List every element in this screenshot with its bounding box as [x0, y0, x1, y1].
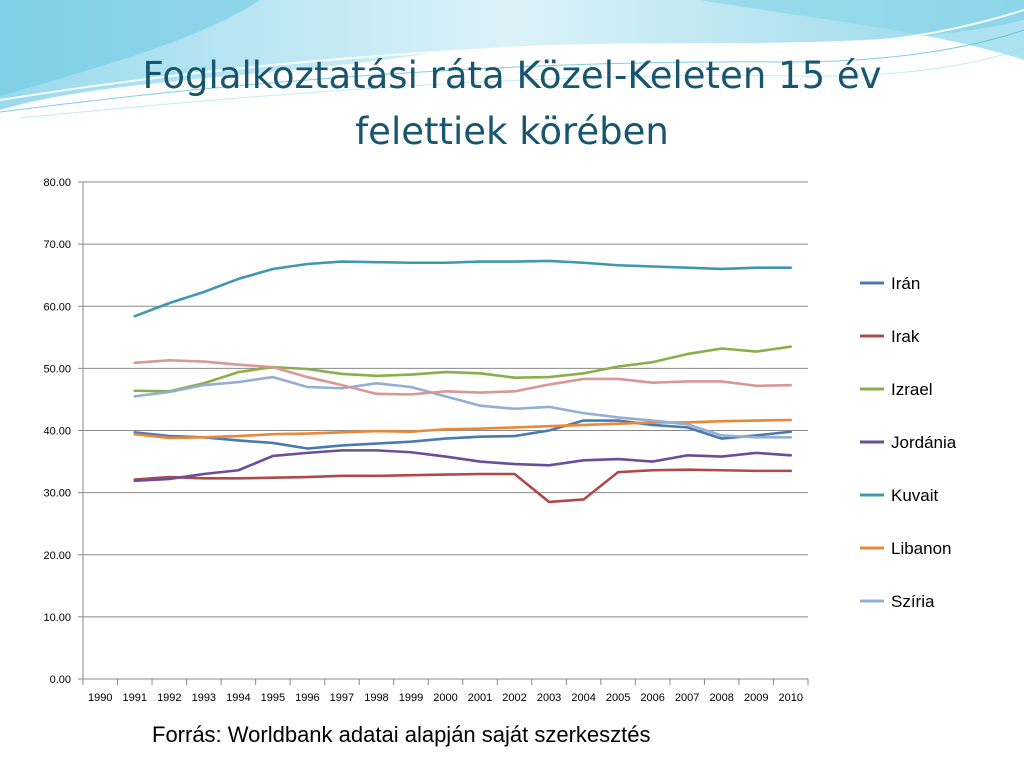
- slide-title-line-1: Foglalkoztatási ráta Közel-Keleten 15 év: [142, 54, 882, 97]
- x-tick-label: 1995: [261, 692, 285, 704]
- y-tick-label: 50.00: [43, 363, 71, 375]
- x-tick-label: 1997: [330, 692, 354, 704]
- x-axis-ticks: 1990 1991 1992 1993 1994 1995 1996 1997 1998 1999…: [82, 679, 809, 704]
- legend-label: Irak: [891, 327, 920, 346]
- x-tick-label: 2006: [640, 692, 664, 704]
- x-tick-label: 1994: [226, 692, 250, 704]
- y-tick-label: 20.00: [43, 550, 71, 562]
- y-tick-label: 30.00: [43, 488, 71, 500]
- source-note: Forrás: Worldbank adatai alapján saját s…: [152, 722, 651, 747]
- series-line-7: [133, 375, 793, 439]
- x-tick-label: 1999: [399, 692, 423, 704]
- x-tick-label: 1992: [157, 692, 181, 704]
- decorative-header-swoosh: [0, 0, 1024, 119]
- gridlines: [83, 181, 808, 618]
- y-tick-label: 80.00: [43, 177, 71, 189]
- x-tick-label: 2002: [502, 692, 526, 704]
- x-tick-label: 1993: [192, 692, 216, 704]
- x-tick-label: 2007: [675, 692, 699, 704]
- series-line-2: [133, 468, 793, 504]
- series-line-3: [133, 345, 793, 393]
- y-axis-ticks: 0.00 10.00 20.00 30.00 40.00 50.00 60.00 70.00 8…: [43, 177, 83, 686]
- slide-title-line-2: felettiek körében: [355, 110, 669, 153]
- x-tick-label: 2001: [468, 692, 492, 704]
- y-tick-label: 70.00: [43, 239, 71, 251]
- series-lines: [133, 259, 793, 504]
- x-tick-label: 1996: [295, 692, 319, 704]
- y-tick-label: 60.00: [43, 301, 71, 313]
- x-tick-label: 2009: [744, 692, 768, 704]
- x-tick-label: 2004: [571, 692, 595, 704]
- x-tick-label: 2010: [778, 692, 802, 704]
- x-tick-label: 1990: [88, 692, 112, 704]
- legend: Irán Irak Izrael Jordánia Kuvait Libanon Szíri…: [860, 274, 957, 611]
- x-tick-label: 1991: [123, 692, 147, 704]
- legend-label: Szíria: [891, 592, 935, 611]
- legend-label: Kuvait: [891, 486, 939, 505]
- legend-label: Jordánia: [891, 433, 957, 452]
- y-tick-label: 10.00: [43, 612, 71, 624]
- series-line-1: [133, 419, 793, 450]
- slide-title: Foglalkoztatási ráta Közel-Keleten 15 év…: [0, 48, 1024, 160]
- x-tick-label: 1998: [364, 692, 388, 704]
- series-line-8: [133, 359, 793, 396]
- x-tick-label: 2000: [433, 692, 457, 704]
- y-tick-label: 0.00: [50, 674, 71, 686]
- x-tick-label: 2003: [537, 692, 561, 704]
- legend-label: Irán: [891, 274, 920, 293]
- y-tick-label: 40.00: [43, 426, 71, 438]
- x-tick-label: 2005: [606, 692, 630, 704]
- x-tick-label: 2008: [709, 692, 733, 704]
- legend-label: Izrael: [891, 380, 933, 399]
- legend-label: Libanon: [891, 539, 952, 558]
- series-line-4: [133, 449, 793, 483]
- series-line-5: [133, 259, 793, 318]
